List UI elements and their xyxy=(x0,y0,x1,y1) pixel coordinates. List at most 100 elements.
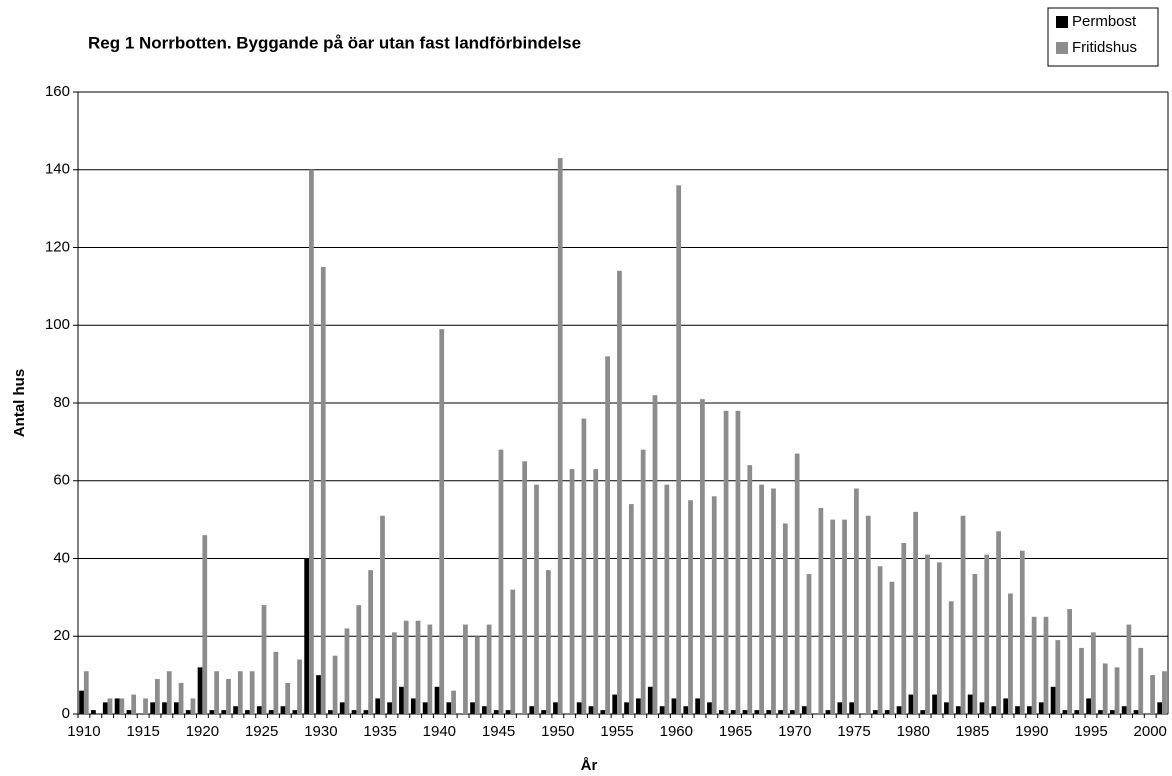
bar xyxy=(482,706,487,714)
bar xyxy=(794,453,800,714)
bar xyxy=(427,624,433,714)
bar xyxy=(569,469,575,714)
bar xyxy=(659,706,665,714)
bar xyxy=(356,605,362,714)
bar xyxy=(1109,710,1115,714)
bar xyxy=(332,655,338,714)
bar xyxy=(730,710,736,714)
bar xyxy=(688,500,693,714)
bar xyxy=(226,679,231,714)
bar xyxy=(913,511,919,714)
bar xyxy=(399,686,404,714)
bar xyxy=(221,710,227,714)
bar xyxy=(1074,710,1080,714)
bar xyxy=(1019,550,1025,714)
x-tick-label: 1970 xyxy=(778,723,811,740)
bar xyxy=(1157,702,1163,714)
bar xyxy=(439,329,445,714)
bar xyxy=(529,706,535,714)
bar xyxy=(391,632,397,714)
bar xyxy=(581,418,587,714)
bar xyxy=(600,710,606,714)
bar xyxy=(190,698,196,714)
bar xyxy=(79,690,84,714)
bar xyxy=(842,519,847,714)
bar xyxy=(422,702,428,714)
x-tick-label: 1965 xyxy=(719,723,752,740)
bar xyxy=(387,702,392,714)
bar xyxy=(1133,710,1139,714)
x-tick-label: 1960 xyxy=(660,723,693,740)
bar xyxy=(498,449,504,714)
bar xyxy=(1062,710,1068,714)
bar xyxy=(410,698,416,714)
bar xyxy=(268,710,274,714)
bar xyxy=(451,690,456,714)
bar xyxy=(920,710,926,714)
x-tick-label: 1950 xyxy=(541,723,574,740)
bar xyxy=(237,671,243,714)
bar xyxy=(1086,698,1091,714)
bar xyxy=(837,702,843,714)
x-tick-label: 1940 xyxy=(423,723,456,740)
bar xyxy=(505,710,511,714)
legend-swatch xyxy=(1056,42,1068,54)
bar xyxy=(1138,647,1144,714)
x-tick-label: 1910 xyxy=(67,723,100,740)
bar xyxy=(119,698,125,714)
bar xyxy=(872,710,878,714)
bar xyxy=(612,694,618,714)
bar xyxy=(261,605,267,714)
bar xyxy=(185,710,191,714)
bar xyxy=(711,496,717,714)
bar xyxy=(723,410,729,714)
bar xyxy=(363,710,369,714)
x-tick-label: 1975 xyxy=(837,723,870,740)
x-tick-label: 1980 xyxy=(897,723,930,740)
bar xyxy=(114,698,120,714)
bar xyxy=(1038,702,1044,714)
bar xyxy=(877,566,883,714)
bar xyxy=(368,570,374,714)
bar xyxy=(1150,675,1155,714)
bar xyxy=(1090,632,1096,714)
bar xyxy=(197,667,203,714)
bar xyxy=(801,706,807,714)
bar xyxy=(474,636,480,714)
bar xyxy=(351,710,357,714)
bar xyxy=(664,484,670,714)
bar xyxy=(166,671,172,714)
bar xyxy=(766,710,772,714)
bar xyxy=(967,694,973,714)
bar xyxy=(984,554,990,714)
x-tick-label: 1985 xyxy=(956,723,989,740)
bar xyxy=(979,702,985,714)
bar xyxy=(759,484,764,714)
bar xyxy=(470,702,475,714)
bar xyxy=(683,706,689,714)
bar xyxy=(126,710,132,714)
bar xyxy=(107,698,113,714)
bar xyxy=(884,710,890,714)
bar xyxy=(806,574,812,714)
bar xyxy=(936,562,942,714)
bar xyxy=(83,671,89,714)
bar xyxy=(742,710,748,714)
bar xyxy=(671,698,677,714)
y-tick-label: 0 xyxy=(62,705,70,722)
bar xyxy=(1043,616,1049,714)
bar xyxy=(948,601,954,714)
bar xyxy=(486,624,492,714)
bar xyxy=(178,682,184,714)
x-tick-label: 1990 xyxy=(1015,723,1048,740)
bar xyxy=(320,266,326,714)
bar xyxy=(647,686,653,714)
legend-label: Fritidshus xyxy=(1072,39,1137,56)
bar xyxy=(463,624,468,714)
bar xyxy=(896,706,902,714)
bar xyxy=(202,535,208,714)
bar xyxy=(280,706,286,714)
bar xyxy=(735,410,741,714)
bar xyxy=(1121,706,1127,714)
